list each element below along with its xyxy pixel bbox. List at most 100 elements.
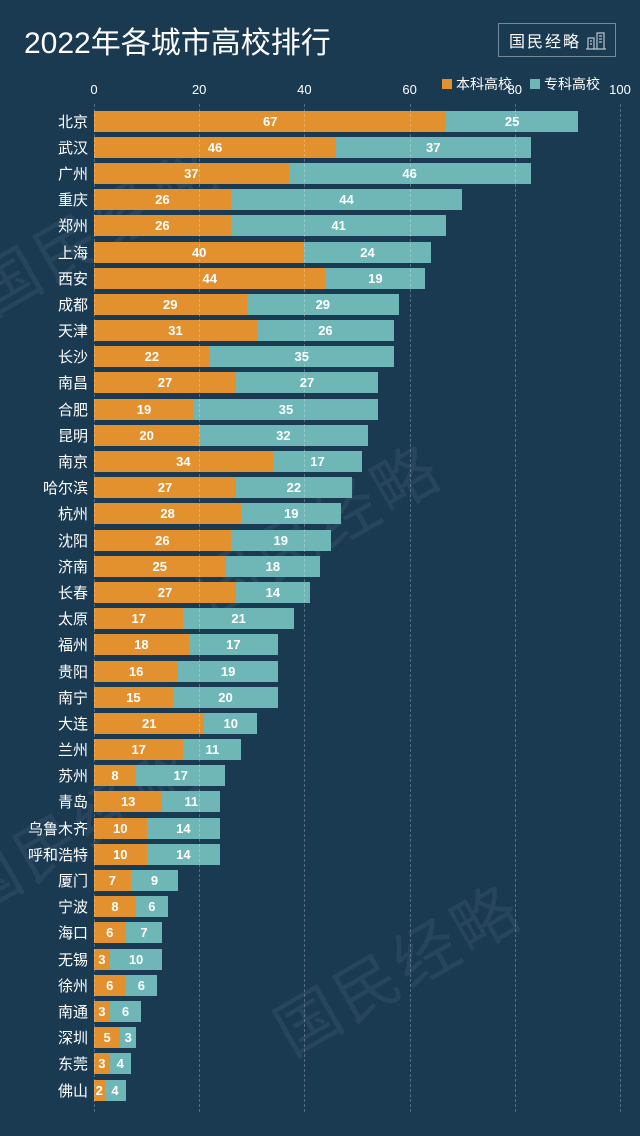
bar: 2518 xyxy=(94,556,620,577)
bar-segment-benke: 27 xyxy=(94,582,236,603)
gridline xyxy=(620,104,621,1112)
bar-segment-benke: 5 xyxy=(94,1027,120,1048)
table-row: 重庆2644 xyxy=(94,187,620,213)
bar-segment-zhuanke: 4 xyxy=(105,1080,126,1101)
bar-segment-zhuanke: 10 xyxy=(204,713,257,734)
bar-segment-benke: 3 xyxy=(94,1053,110,1074)
legend-label: 专科高校 xyxy=(544,74,600,94)
bar-segment-zhuanke: 19 xyxy=(231,530,331,551)
bar-segment-benke: 10 xyxy=(94,818,147,839)
city-label: 南昌 xyxy=(58,372,94,393)
bar: 2619 xyxy=(94,530,620,551)
city-label: 贵阳 xyxy=(58,661,94,682)
bar: 1520 xyxy=(94,687,620,708)
bar-chart: 北京6725武汉4637广州3746重庆2644郑州2641上海4024西安44… xyxy=(94,104,620,1112)
bar: 2727 xyxy=(94,372,620,393)
bar-segment-zhuanke: 44 xyxy=(231,189,462,210)
city-label: 深圳 xyxy=(58,1027,94,1048)
table-row: 无锡310 xyxy=(94,946,620,972)
bar-segment-zhuanke: 32 xyxy=(199,425,367,446)
bar-segment-zhuanke: 35 xyxy=(194,399,378,420)
table-row: 徐州66 xyxy=(94,972,620,998)
chart-title: 2022年各城市高校排行 xyxy=(24,18,331,62)
axis-tick-label: 60 xyxy=(402,82,416,97)
bar: 2714 xyxy=(94,582,620,603)
axis-tick-label: 80 xyxy=(508,82,522,97)
bar-segment-zhuanke: 22 xyxy=(236,477,352,498)
bar-segment-zhuanke: 10 xyxy=(110,949,163,970)
city-label: 宁波 xyxy=(58,896,94,917)
table-row: 海口67 xyxy=(94,920,620,946)
bar-segment-zhuanke: 11 xyxy=(162,791,220,812)
bar-segment-benke: 18 xyxy=(94,634,189,655)
city-label: 昆明 xyxy=(58,425,94,446)
bar-segment-benke: 22 xyxy=(94,346,210,367)
bar-segment-zhuanke: 6 xyxy=(136,896,168,917)
brand-label: 国民经略 xyxy=(509,28,581,52)
table-row: 北京6725 xyxy=(94,108,620,134)
table-row: 武汉4637 xyxy=(94,134,620,160)
bar-segment-benke: 27 xyxy=(94,372,236,393)
table-row: 南京3417 xyxy=(94,448,620,474)
table-row: 福州1817 xyxy=(94,632,620,658)
table-row: 广州3746 xyxy=(94,160,620,186)
bar-segment-benke: 25 xyxy=(94,556,226,577)
legend-item-benke: 本科高校 xyxy=(442,74,512,94)
bar-segment-zhuanke: 14 xyxy=(236,582,310,603)
city-label: 合肥 xyxy=(58,399,94,420)
bar-segment-benke: 19 xyxy=(94,399,194,420)
bar-segment-benke: 6 xyxy=(94,975,126,996)
bar-segment-zhuanke: 14 xyxy=(147,818,221,839)
legend-item-zhuanke: 专科高校 xyxy=(530,74,600,94)
city-label: 乌鲁木齐 xyxy=(28,818,94,839)
table-row: 南宁1520 xyxy=(94,684,620,710)
bar-segment-zhuanke: 6 xyxy=(126,975,158,996)
gridline xyxy=(94,104,95,1112)
bar: 2722 xyxy=(94,477,620,498)
bar: 36 xyxy=(94,1001,620,1022)
bar: 1311 xyxy=(94,791,620,812)
city-label: 武汉 xyxy=(58,137,94,158)
chart-header: 2022年各城市高校排行 国民经略 xyxy=(0,0,640,70)
table-row: 大连2110 xyxy=(94,710,620,736)
city-label: 太原 xyxy=(58,608,94,629)
bar: 3746 xyxy=(94,163,620,184)
bar-segment-benke: 15 xyxy=(94,687,173,708)
bar-segment-benke: 28 xyxy=(94,503,241,524)
bar-segment-benke: 3 xyxy=(94,1001,110,1022)
bar: 79 xyxy=(94,870,620,891)
legend-swatch-zhuanke xyxy=(530,79,540,89)
city-label: 南宁 xyxy=(58,687,94,708)
bar: 4024 xyxy=(94,242,620,263)
bar-segment-benke: 26 xyxy=(94,215,231,236)
bar-segment-benke: 31 xyxy=(94,320,257,341)
table-row: 杭州2819 xyxy=(94,501,620,527)
table-row: 南通36 xyxy=(94,998,620,1024)
table-row: 苏州817 xyxy=(94,763,620,789)
bar-segment-zhuanke: 37 xyxy=(336,137,531,158)
bar: 4419 xyxy=(94,268,620,289)
bar-segment-benke: 26 xyxy=(94,189,231,210)
city-label: 沈阳 xyxy=(58,530,94,551)
bar-segment-zhuanke: 26 xyxy=(257,320,394,341)
bar: 2819 xyxy=(94,503,620,524)
bar-segment-benke: 16 xyxy=(94,661,178,682)
bar-segment-benke: 44 xyxy=(94,268,325,289)
table-row: 呼和浩特1014 xyxy=(94,841,620,867)
bar: 34 xyxy=(94,1053,620,1074)
table-row: 长春2714 xyxy=(94,579,620,605)
bar-segment-benke: 10 xyxy=(94,844,147,865)
bar-segment-benke: 34 xyxy=(94,451,273,472)
bar: 24 xyxy=(94,1080,620,1101)
city-label: 青岛 xyxy=(58,791,94,812)
bar: 4637 xyxy=(94,137,620,158)
axis-tick-label: 100 xyxy=(609,82,631,97)
bar: 1014 xyxy=(94,818,620,839)
bar-segment-zhuanke: 19 xyxy=(241,503,341,524)
city-label: 福州 xyxy=(58,634,94,655)
bar-segment-zhuanke: 3 xyxy=(120,1027,136,1048)
bar: 310 xyxy=(94,949,620,970)
city-label: 厦门 xyxy=(58,870,94,891)
bar-segment-benke: 27 xyxy=(94,477,236,498)
bar: 817 xyxy=(94,765,620,786)
